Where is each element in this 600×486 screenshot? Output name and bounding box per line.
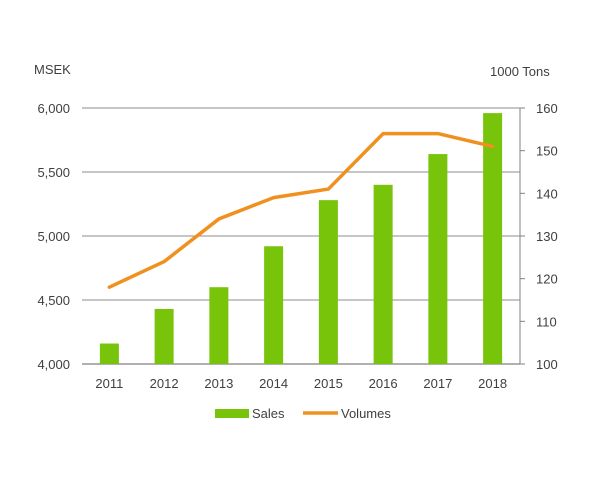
left-tick-label: 4,500	[37, 293, 70, 308]
category-tick-label: 2018	[478, 376, 507, 391]
right-axis-unit-label: 1000 Tons	[490, 64, 550, 79]
volumes-line	[107, 131, 495, 289]
volumes-line-group	[107, 131, 495, 289]
left-tick-label: 6,000	[37, 101, 70, 116]
bar-sales	[318, 200, 338, 364]
category-tick-label: 2012	[150, 376, 179, 391]
legend: Sales Volumes	[215, 406, 391, 421]
right-tick-label: 160	[536, 101, 558, 116]
right-tick-label: 140	[536, 186, 558, 201]
right-tick-label: 150	[536, 144, 558, 159]
bar-sales	[264, 246, 284, 364]
legend-volumes-label: Volumes	[341, 406, 391, 421]
left-tick-label: 5,500	[37, 165, 70, 180]
axis-labels: 4,000 4,500 5,000 5,500 6,000 100 110 120 130 140…	[37, 101, 557, 391]
left-axis-unit-label: MSEK	[34, 62, 71, 77]
category-tick-label: 2014	[259, 376, 288, 391]
bar-sales	[209, 287, 229, 364]
axes	[519, 107, 525, 365]
bar-sales	[99, 343, 119, 364]
gridlines	[82, 107, 520, 365]
category-tick-label: 2015	[314, 376, 343, 391]
right-tick-label: 120	[536, 272, 558, 287]
bar-sales	[373, 184, 393, 364]
right-tick-label: 110	[536, 314, 557, 329]
right-tick-label: 100	[536, 357, 558, 372]
category-tick-label: 2016	[369, 376, 398, 391]
left-tick-label: 5,000	[37, 229, 70, 244]
left-tick-label: 4,000	[37, 357, 70, 372]
legend-sales-label: Sales	[252, 406, 285, 421]
legend-sales-swatch	[215, 409, 249, 418]
bar-sales	[428, 154, 448, 364]
sales-bars	[99, 113, 503, 365]
category-tick-label: 2011	[95, 376, 123, 391]
bar-sales	[154, 308, 174, 364]
category-tick-label: 2013	[204, 376, 233, 391]
bar-sales	[483, 113, 503, 365]
category-tick-label: 2017	[423, 376, 452, 391]
right-tick-label: 130	[536, 229, 558, 244]
